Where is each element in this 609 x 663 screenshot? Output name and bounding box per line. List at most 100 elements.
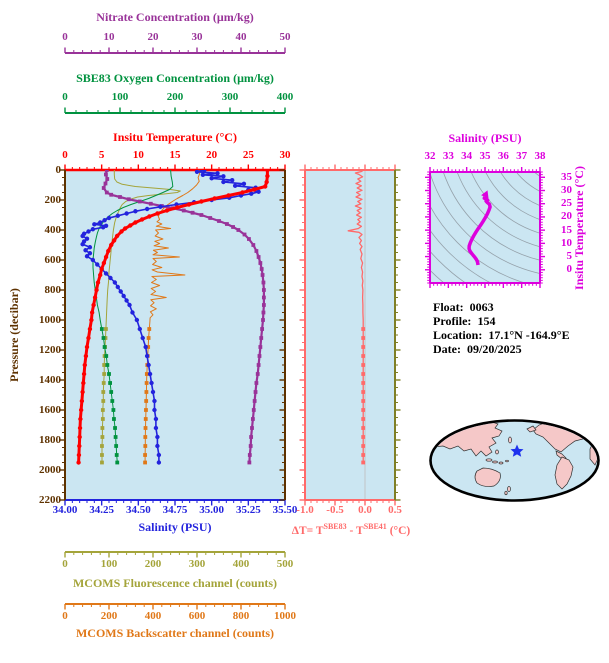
oxygen-tick-label: 0 xyxy=(62,91,68,103)
nitrate-tick-label: 0 xyxy=(62,31,68,43)
fluorescence-tick-label: 100 xyxy=(100,558,118,570)
location-label: Location: xyxy=(433,328,483,342)
oxygen-tick-label: 100 xyxy=(111,91,129,103)
float-location-star xyxy=(510,444,524,457)
nitrate-tick-label: 10 xyxy=(103,31,115,43)
salinity-tick-label: 34.25 xyxy=(89,504,115,516)
salinity-tick-label: 34.75 xyxy=(162,504,188,516)
float-info-block: Float: 0063 Profile: 154 Location: 17.1°… xyxy=(433,300,570,356)
fluorescence-profile xyxy=(100,170,181,465)
float-info-line: Profile: 154 xyxy=(433,314,570,328)
backscatter-tick-label: 400 xyxy=(144,610,162,622)
nitrate-tick-label: 40 xyxy=(235,31,247,43)
date-label: Date: xyxy=(433,342,461,356)
nitrate-tick-label: 30 xyxy=(191,31,203,43)
main-series-group xyxy=(76,170,270,465)
fluorescence-tick-label: 400 xyxy=(232,558,250,570)
temperature-tick-label: 15 xyxy=(169,149,181,161)
delta-t-axis-title: ΔT= TSBE83 - TSBE41 (°C) xyxy=(268,520,434,538)
pressure-tick-label: 600 xyxy=(44,253,62,266)
date-value: 09/20/2025 xyxy=(466,342,522,356)
pressure-tick-label: 1800 xyxy=(39,433,61,446)
delta-t-title-suffix: (°C) xyxy=(386,524,411,537)
delta-t-panel xyxy=(299,164,401,506)
fluorescence-tick-label: 300 xyxy=(188,558,206,570)
temperature-profile xyxy=(76,170,270,465)
fluorescence-axis-title: MCOMS Fluorescence channel (counts) xyxy=(72,576,278,590)
nitrate-axis-title: Nitrate Concentration (μm/kg) xyxy=(96,10,254,24)
temperature-tick-label: 0 xyxy=(62,149,68,161)
delta-t-series-group xyxy=(347,170,366,465)
ts-salinity-tick-label: 36 xyxy=(497,150,509,162)
ts-salinity-tick-label: 38 xyxy=(534,150,546,162)
pressure-tick-label: 1200 xyxy=(39,343,61,356)
temperature-axis-title: Insitu Temperature (°C) xyxy=(113,130,237,144)
temperature-tick-label: 25 xyxy=(242,149,254,161)
pressure-tick-label: 200 xyxy=(44,193,62,206)
main-profile-panel xyxy=(59,47,286,610)
nitrate-profile xyxy=(101,170,266,465)
delta-t-tick-label: 0.5 xyxy=(388,504,402,516)
delta-t-title-mid: - T xyxy=(346,524,364,537)
profile-value: 154 xyxy=(477,314,496,328)
temperature-tick-label: 20 xyxy=(206,149,218,161)
delta-t-title-sup2: SBE41 xyxy=(363,522,387,531)
pressure-tick-label: 0 xyxy=(55,163,62,176)
oxygen-tick-label: 300 xyxy=(221,91,239,103)
float-info-line: Float: 0063 xyxy=(433,300,570,314)
ts-salinity-tick-label: 32 xyxy=(424,150,436,162)
ts-temperature-tick-label: 35 xyxy=(561,170,572,183)
oxygen-axis-title: SBE83 Oxygen Concentration (μm/kg) xyxy=(76,71,274,85)
pressure-tick-label: 2000 xyxy=(39,463,61,476)
fluorescence-tick-label: 0 xyxy=(62,558,68,570)
ts-salinity-tick-label: 37 xyxy=(516,150,528,162)
pressure-tick-label: 2200 xyxy=(39,493,61,506)
fluorescence-tick-label: 500 xyxy=(276,558,294,570)
nitrate-tick-label: 20 xyxy=(147,31,159,43)
ts-salinity-tick-label: 34 xyxy=(461,150,473,162)
salinity-axis-title: Salinity (PSU) xyxy=(138,520,212,534)
temperature-tick-label: 30 xyxy=(279,149,291,161)
pressure-tick-label: 800 xyxy=(44,283,62,296)
float-info-line: Location: 17.1°N -164.9°E xyxy=(433,328,570,342)
ts-panel xyxy=(425,167,545,288)
backscatter-tick-label: 1000 xyxy=(274,610,296,622)
pressure-tick-label: 1400 xyxy=(39,373,61,386)
ts-salinity-tick-label: 35 xyxy=(479,150,491,162)
delta-t-tick-label: -0.5 xyxy=(326,504,344,516)
ts-temperature-tick-label: 25 xyxy=(561,197,572,210)
ts-temperature-tick-label: 10 xyxy=(561,236,572,249)
ts-salinity-title: Salinity (PSU) xyxy=(448,131,522,145)
fluorescence-tick-label: 200 xyxy=(144,558,162,570)
temperature-tick-label: 10 xyxy=(132,149,144,161)
pressure-tick-label: 400 xyxy=(44,223,62,236)
float-value: 0063 xyxy=(469,300,494,314)
float-label: Float: xyxy=(433,300,464,314)
ts-temperature-tick-label: 20 xyxy=(561,210,572,223)
profile-label: Profile: xyxy=(433,314,472,328)
nitrate-tick-label: 50 xyxy=(279,31,291,43)
location-value: 17.1°N -164.9°E xyxy=(488,328,570,342)
backscatter-tick-label: 0 xyxy=(62,610,68,622)
pressure-tick-label: 1600 xyxy=(39,403,61,416)
backscatter-axis-title: MCOMS Backscatter channel (counts) xyxy=(75,626,275,640)
ts-salinity-tick-label: 33 xyxy=(442,150,454,162)
delta-t-tick-label: 0.0 xyxy=(358,504,372,516)
ts-temperature-tick-label: 30 xyxy=(561,184,572,196)
ts-temperature-tick-label: 0 xyxy=(566,263,573,276)
backscatter-tick-label: 200 xyxy=(100,610,118,622)
ts-curve-group xyxy=(467,196,492,266)
temperature-tick-label: 5 xyxy=(98,149,105,161)
ts-temperature-title: Insitu Temperature (°C) xyxy=(572,166,586,290)
backscatter-tick-label: 800 xyxy=(232,610,250,622)
float-info-line: Date: 09/20/2025 xyxy=(433,342,570,356)
salinity-tick-label: 35.25 xyxy=(235,504,261,516)
world-map xyxy=(429,419,600,502)
delta-t-title-sup1: SBE83 xyxy=(323,522,347,531)
delta-t-title-prefix: ΔT= T xyxy=(291,524,324,537)
delta-t-tick-label: -1.0 xyxy=(296,504,314,516)
oxygen-tick-label: 200 xyxy=(166,91,184,103)
